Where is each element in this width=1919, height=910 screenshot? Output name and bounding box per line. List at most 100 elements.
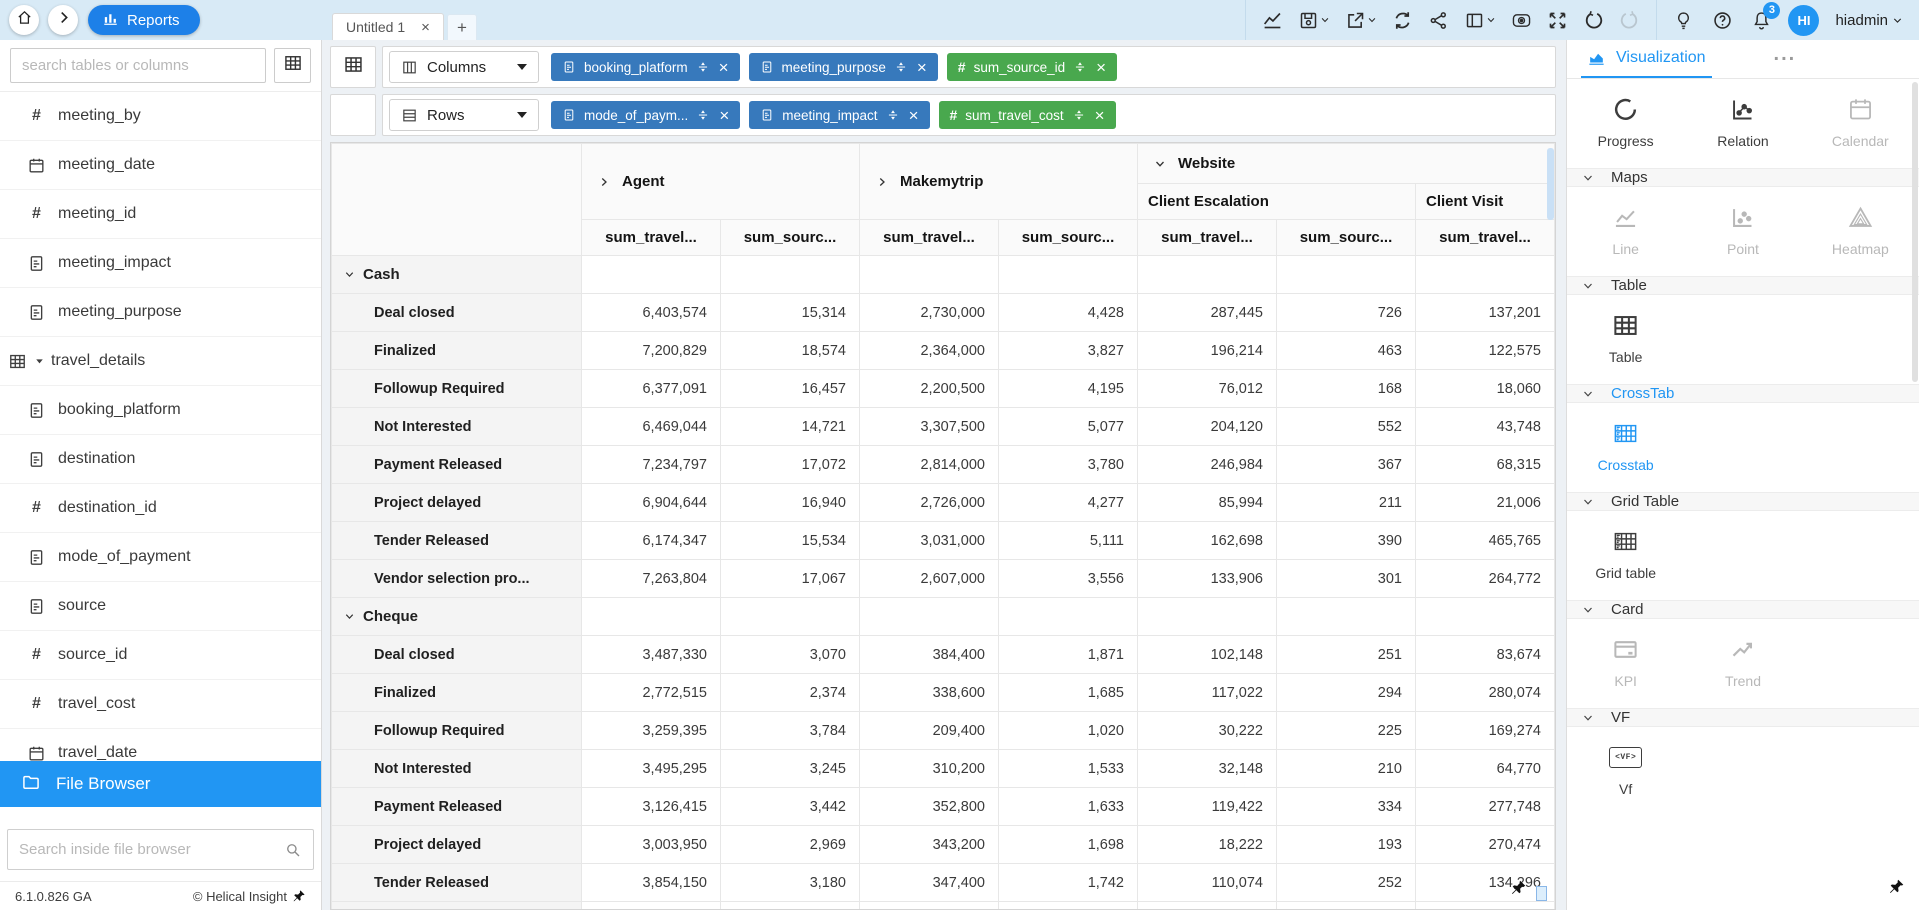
- row-label[interactable]: Followup Required: [332, 712, 582, 750]
- group-row-Cheque[interactable]: Cheque: [332, 598, 1555, 636]
- pin-icon[interactable]: [1888, 878, 1905, 900]
- viz-section-Maps[interactable]: Maps: [1567, 168, 1919, 187]
- column-group-Website[interactable]: Website: [1138, 144, 1555, 184]
- row-label[interactable]: Deal closed: [332, 294, 582, 332]
- sidebar-item-mode_of_payment[interactable]: mode_of_payment: [0, 533, 321, 582]
- viz-section-Grid Table[interactable]: Grid Table: [1567, 492, 1919, 511]
- search-icon[interactable]: [284, 841, 302, 859]
- reports-button[interactable]: Reports: [88, 5, 200, 35]
- pill-booking_platform[interactable]: booking_platform ×: [551, 53, 740, 81]
- table-row[interactable]: Followup Required3,259,3953,784209,4001,…: [332, 712, 1555, 750]
- eye-icon[interactable]: [1511, 10, 1532, 31]
- table-row[interactable]: Tender Released3,854,1503,180347,4001,74…: [332, 864, 1555, 902]
- table-row[interactable]: Not Interested6,469,04414,7213,307,5005,…: [332, 408, 1555, 446]
- measure-header[interactable]: sum_travel...: [860, 220, 999, 256]
- sidebar-item-meeting_purpose[interactable]: meeting_purpose: [0, 288, 321, 337]
- split-icon[interactable]: [1073, 60, 1087, 74]
- row-label[interactable]: Finalized: [332, 674, 582, 712]
- table-row[interactable]: Finalized2,772,5152,374338,6001,685117,0…: [332, 674, 1555, 712]
- row-label[interactable]: Finalized: [332, 332, 582, 370]
- pill-sum_source_id[interactable]: # sum_source_id ×: [947, 53, 1117, 81]
- row-label[interactable]: Tender Released: [332, 522, 582, 560]
- viz-section-Card[interactable]: Card: [1567, 600, 1919, 619]
- sidebar-item-destination_id[interactable]: # destination_id: [0, 484, 321, 533]
- row-label[interactable]: Not Interested: [332, 408, 582, 446]
- split-icon[interactable]: [696, 60, 710, 74]
- row-label[interactable]: Vendor selection pro...: [332, 560, 582, 598]
- sidebar-item-destination[interactable]: destination: [0, 435, 321, 484]
- table-row[interactable]: Deal closed3,487,3303,070384,4001,871102…: [332, 636, 1555, 674]
- viz-item-Progress[interactable]: Progress: [1567, 96, 1684, 149]
- sidebar-item-meeting_by[interactable]: # meeting_by: [0, 92, 321, 141]
- measure-header[interactable]: sum_travel...: [1138, 220, 1277, 256]
- new-tab-button[interactable]: +: [447, 14, 477, 40]
- row-label[interactable]: Tender Released: [332, 864, 582, 902]
- column-group-Agent[interactable]: Agent: [582, 144, 860, 220]
- table-row[interactable]: Deal closed6,403,57415,3142,730,0004,428…: [332, 294, 1555, 332]
- viz-item-Crosstab[interactable]: Crosstab: [1567, 420, 1684, 473]
- row-label[interactable]: Not Interested: [332, 750, 582, 788]
- more-options-icon[interactable]: ...: [1774, 50, 1797, 68]
- help-icon[interactable]: [1712, 10, 1733, 31]
- measure-header[interactable]: sum_travel...: [582, 220, 721, 256]
- split-icon[interactable]: [894, 60, 908, 74]
- pin-icon[interactable]: [1510, 879, 1527, 901]
- measure-header[interactable]: sum_travel...: [1416, 220, 1555, 256]
- viz-item-Grid table[interactable]: Grid table: [1567, 528, 1684, 581]
- table-view-button[interactable]: [330, 46, 376, 88]
- file-browser-search-input[interactable]: [19, 841, 276, 858]
- table-row[interactable]: Followup Required6,377,09116,4572,200,50…: [332, 370, 1555, 408]
- share-icon[interactable]: [1428, 10, 1449, 31]
- table-row[interactable]: Not Interested3,495,2953,245310,2001,533…: [332, 750, 1555, 788]
- fullscreen-icon[interactable]: [1547, 10, 1568, 31]
- row-label[interactable]: Followup Required: [332, 370, 582, 408]
- tab-untitled-1[interactable]: Untitled 1 ×: [332, 13, 444, 40]
- bulb-icon[interactable]: [1673, 10, 1694, 31]
- columns-dropdown[interactable]: Columns: [389, 51, 539, 83]
- pill-close-icon[interactable]: ×: [909, 107, 919, 124]
- split-icon[interactable]: [886, 108, 900, 122]
- measure-header[interactable]: sum_sourc...: [999, 220, 1138, 256]
- rows-dropdown[interactable]: Rows: [389, 99, 539, 131]
- refresh-icon[interactable]: [1392, 10, 1413, 31]
- measure-header[interactable]: sum_sourc...: [721, 220, 860, 256]
- pill-meeting_impact[interactable]: meeting_impact ×: [749, 101, 929, 129]
- sidebar-item-travel_cost[interactable]: # travel_cost: [0, 680, 321, 729]
- sidebar-item-meeting_id[interactable]: # meeting_id: [0, 190, 321, 239]
- table-row[interactable]: Project delayed3,003,9502,969343,2001,69…: [332, 826, 1555, 864]
- user-menu[interactable]: hiadmin: [1835, 12, 1903, 29]
- sidebar-item-meeting_impact[interactable]: meeting_impact: [0, 239, 321, 288]
- pill-close-icon[interactable]: ×: [719, 107, 729, 124]
- viz-item-Table[interactable]: Table: [1567, 312, 1684, 365]
- file-browser-button[interactable]: File Browser: [0, 761, 321, 807]
- viz-section-CrossTab[interactable]: CrossTab: [1567, 384, 1919, 403]
- export-icon[interactable]: [1345, 10, 1377, 31]
- pill-meeting_purpose[interactable]: meeting_purpose ×: [749, 53, 938, 81]
- sidebar-item-source[interactable]: source: [0, 582, 321, 631]
- tab-close-icon[interactable]: ×: [421, 20, 430, 35]
- viz-item-Relation[interactable]: Relation: [1684, 96, 1801, 149]
- vertical-scrollbar[interactable]: [1547, 148, 1554, 220]
- chart-line-icon[interactable]: [1262, 10, 1283, 31]
- measure-header[interactable]: sum_sourc...: [1277, 220, 1416, 256]
- table-row[interactable]: Vendor selection pro...7,263,80417,0672,…: [332, 560, 1555, 598]
- pin-icon[interactable]: [292, 889, 306, 903]
- pill-close-icon[interactable]: ×: [1095, 107, 1105, 124]
- resize-handle[interactable]: [1536, 886, 1547, 901]
- search-tables-input[interactable]: [10, 48, 266, 83]
- sidebar-item-booking_platform[interactable]: booking_platform: [0, 386, 321, 435]
- avatar[interactable]: HI: [1788, 5, 1819, 36]
- column-subgroup-Client Escalation[interactable]: Client Escalation: [1138, 184, 1416, 220]
- row-label[interactable]: Project delayed: [332, 484, 582, 522]
- viz-item-Vf[interactable]: <VF> Vf: [1567, 744, 1684, 797]
- row-label[interactable]: Payment Released: [332, 788, 582, 826]
- pill-close-icon[interactable]: ×: [719, 59, 729, 76]
- nav-expand-button[interactable]: [48, 5, 78, 35]
- table-row[interactable]: Project delayed6,904,64416,9402,726,0004…: [332, 484, 1555, 522]
- layout-icon[interactable]: [1464, 10, 1496, 31]
- pill-close-icon[interactable]: ×: [917, 59, 927, 76]
- sidebar-item-travel_details[interactable]: travel_details: [0, 337, 321, 386]
- split-icon[interactable]: [696, 108, 710, 122]
- table-row[interactable]: Payment Released3,126,4153,442352,8001,6…: [332, 788, 1555, 826]
- pill-close-icon[interactable]: ×: [1096, 59, 1106, 76]
